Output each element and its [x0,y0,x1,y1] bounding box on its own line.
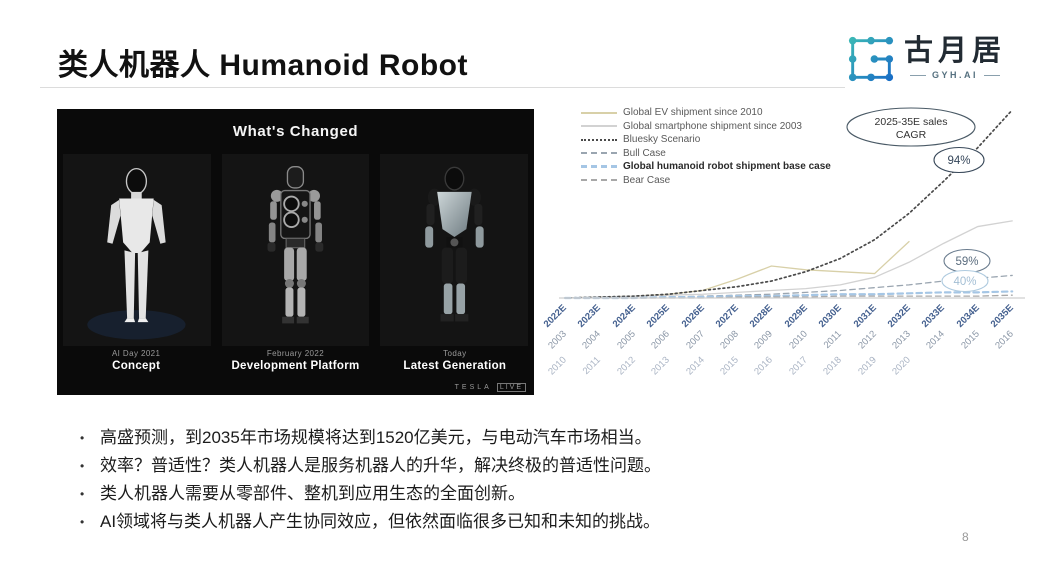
robot-date: AI Day 2021 [111,349,161,358]
legend-swatch [581,125,617,128]
series-line [564,274,1013,299]
bullet-text: 效率？普适性？类人机器人是服务机器人的升华，解决终极的普适性问题。 [100,456,661,475]
legend-item: Bear Case [581,174,831,188]
tesla-wordmark-text: TESLA [454,384,492,391]
legend-label: Global humanoid robot shipment base case [623,161,831,173]
logo-dash-left [910,74,926,76]
tesla-panel-title: What's Changed [232,123,359,140]
gyh-logo: 古月居 GYH.AI [846,34,1006,84]
robot-date: Today [443,349,467,358]
robot-caption-concept: AI Day 2021 Concept [62,349,210,372]
legend-swatch [581,138,617,141]
cagr-title-oval [846,107,976,147]
bullet-text: AI领域将与类人机器人产生协同效应，但依然面临很多已知和未知的挑战。 [100,512,661,531]
legend-item: Global EV shipment since 2010 [581,106,831,120]
legend-swatch [581,179,617,182]
base-cagr-oval [941,269,989,293]
chart-legend: Global EV shipment since 2010 Global smar… [581,106,831,187]
bullet-item: • 高盛预测，到2035年市场规模将达到1520亿美元，与电动汽车市场相当。 [80,424,740,452]
bluesky-cagr-oval [933,146,985,174]
live-badge: LIVE [496,383,526,392]
legend-label: Global EV shipment since 2010 [623,107,763,119]
legend-item: Global smartphone shipment since 2003 [581,120,831,134]
robot-label: Latest Generation [403,360,507,372]
shipment-forecast-chart: 2025-35E sales CAGR 94% 59% 40% Global EV sh… [542,100,1041,400]
bluesky-cagr-text: 94% [947,155,970,167]
legend-item: Bluesky Scenario [581,133,831,147]
bullet-text: 高盛预测，到2035年市场规模将达到1520亿美元，与电动汽车市场相当。 [100,428,652,447]
legend-swatch [581,165,617,169]
robot-label: Concept [112,360,161,372]
logo-name: 古月居 [904,35,1007,67]
series-line [564,109,1014,299]
legend-swatch [581,111,617,114]
series-line [563,290,1014,300]
bullet-item: • 效率？普适性？类人机器人是服务机器人的升华，解决终极的普适性问题。 [80,452,740,480]
robot-illustration-latest-generation [424,166,484,322]
robot-illustration-concept [87,167,186,340]
robot-caption-development-platform: February 2022 Development Platform [221,349,369,372]
bullet-marker: • [80,487,85,501]
page-title: 类人机器人 Humanoid Robot [58,49,468,82]
header-divider [40,87,845,88]
bullet-marker: • [80,431,85,445]
tesla-live-wordmark: TESLA LIVE [455,383,526,392]
robot-illustration-development-platform [267,165,324,324]
logo-dash-right [984,74,1001,76]
robot-card-latest-generation [380,154,529,346]
bullet-item: • AI领域将与类人机器人产生协同效应，但依然面临很多已知和未知的挑战。 [80,508,740,536]
legend-item: Bull Case [581,147,831,161]
bullet-list: • 高盛预测，到2035年市场规模将达到1520亿美元，与电动汽车市场相当。 • 效… [80,424,740,536]
robot-label: Development Platform [231,360,360,372]
legend-label: Bear Case [623,174,671,186]
cagr-title-text: CAGR [896,129,927,141]
series-line [564,294,1013,299]
legend-item: Global humanoid robot shipment base case [581,160,831,174]
robot-date: February 2022 [266,349,325,358]
legend-label: Bull Case [623,147,666,159]
robot-card-concept [63,154,211,346]
page-number: 8 [962,530,969,544]
gyh-logo-icon [848,36,894,82]
legend-label: Global smartphone shipment since 2003 [623,120,802,132]
bull-cagr-text: 59% [955,256,978,268]
bullet-item: • 类人机器人需要从零部件、整机到应用生态的全面创新。 [80,480,740,508]
cagr-title-text: 2025-35E sales [875,116,948,128]
bullet-text: 类人机器人需要从零部件、整机到应用生态的全面创新。 [100,484,525,503]
robot-card-development-platform [221,154,370,346]
robot-caption-latest-generation: Today Latest Generation [381,349,529,372]
bullet-marker: • [80,515,85,529]
base-cagr-text: 40% [953,276,976,288]
bullet-marker: • [80,459,85,473]
logo-subtitle: GYH.AI [932,70,979,80]
tesla-robots-image: What's Changed [57,109,534,395]
legend-swatch [581,152,617,155]
legend-label: Bluesky Scenario [623,134,701,146]
